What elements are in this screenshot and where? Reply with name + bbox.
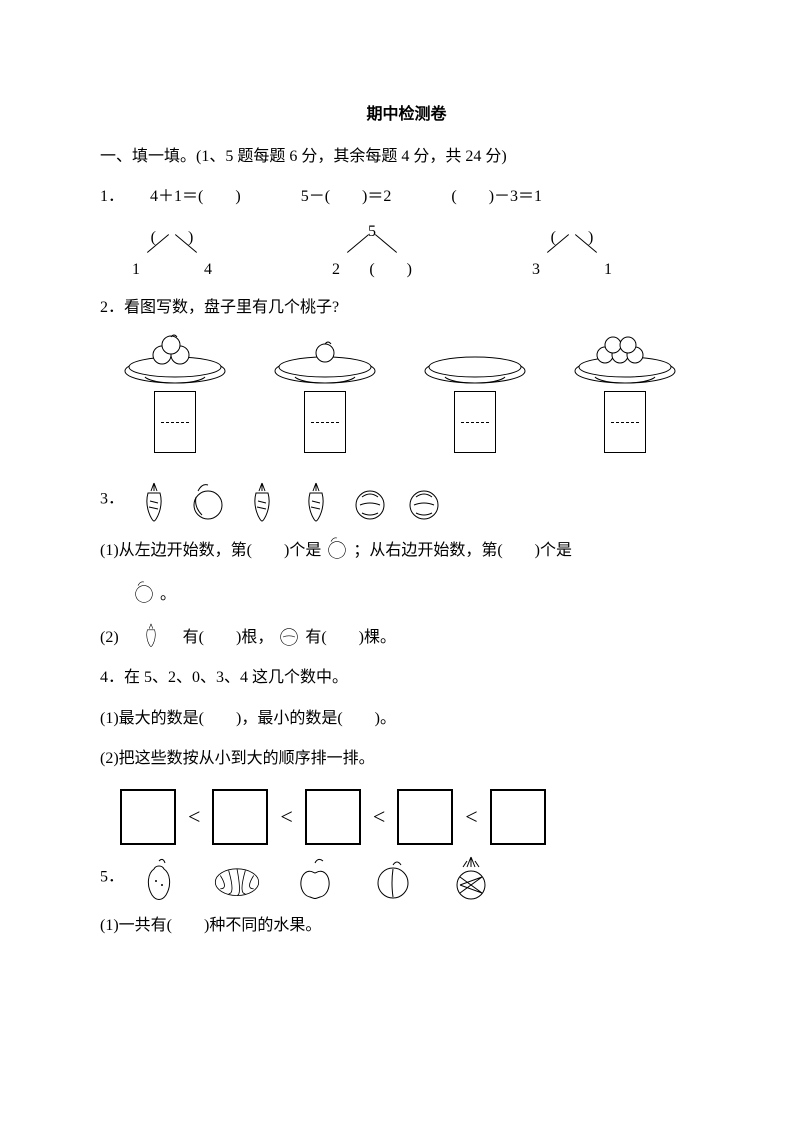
plate-3 [420,333,530,453]
q1-trees: ( ) 1 4 5 2 ( ) ( ) 3 1 [122,223,713,283]
q3-sub2-c: 有( )棵。 [305,629,396,646]
tree-2-right: ( ) [369,255,412,279]
q3-sub2: (2) 有( )根， 有( )棵。 [100,620,713,653]
tree-1: ( ) 1 4 [122,223,222,283]
q4-text: 4．在 5、2、0、3、4 这几个数中。 [100,663,713,693]
q3-sub1-a: (1)从左边开始数，第( )个是 [100,542,321,559]
order-boxes: < < < < [120,789,713,845]
count-box[interactable] [304,391,346,453]
q5-prefix: 5． [100,868,124,885]
watermelon-icon [212,855,262,901]
tree-3-right: 1 [604,261,612,279]
count-box[interactable] [154,391,196,453]
q1-e3: ( )－3＝1 [451,182,542,212]
q5-sub1: (1)一共有( )种不同的水果。 [100,911,713,941]
carrot-icon [242,477,282,523]
order-box[interactable] [212,789,268,845]
tree-3-top: ( ) [522,223,622,247]
q3: 3． [100,477,713,523]
tree-2: 5 2 ( ) [322,223,422,283]
q3-sub2-a: (2) [100,629,135,646]
less-than: < [369,804,389,830]
tree-3: ( ) 3 1 [522,223,622,283]
q4-sub2: (2)把这些数按从小到大的顺序排一排。 [100,744,713,774]
q5: 5． [100,855,713,901]
tree-3-left: 3 [532,261,540,279]
eggplant-icon [325,533,349,561]
q3-sub1-c: 。 [160,586,176,603]
tree-1-right: 4 [204,261,212,279]
pineapple-icon [446,855,496,901]
peach-icon [368,855,418,901]
apple-icon [290,855,340,901]
q2-plates [120,333,713,453]
plate-icon [120,333,230,388]
plate-icon [420,333,530,388]
q1-prefix: 1． [100,188,124,205]
q4-sub1: (1)最大的数是( )，最小的数是( )。 [100,704,713,734]
eggplant-icon [188,477,228,523]
q3-sub1-b: ；从右边开始数，第( )个是 [353,542,572,559]
plate-2 [270,333,380,453]
tree-1-left: 1 [132,261,140,279]
cabbage-icon [404,477,444,523]
q3-prefix: 3． [100,491,124,508]
section1-heading: 一、填一填。(1、5 题每题 6 分，其余每题 4 分，共 24 分) [100,142,713,172]
order-box[interactable] [305,789,361,845]
carrot-icon [296,477,336,523]
tree-2-top: 5 [322,223,422,241]
q1: 1． 4＋1＝( ) 5－( )＝2 ( )－3＝1 [100,182,713,212]
q1-e1: 4＋1＝( ) [150,182,241,212]
tree-2-left: 2 [332,261,340,279]
plate-4 [570,333,680,453]
cabbage-icon [277,620,301,648]
plate-icon [270,333,380,388]
count-box[interactable] [454,391,496,453]
plate-icon [570,333,680,388]
q1-e2: 5－( )＝2 [301,182,392,212]
q3-sub1-tail: 。 [132,577,713,610]
q3-sub1: (1)从左边开始数，第( )个是 ；从右边开始数，第( )个是 [100,533,713,566]
page-title: 期中检测卷 [100,100,713,124]
plate-1 [120,333,230,453]
carrot-icon [134,477,174,523]
less-than: < [461,804,481,830]
eggplant-icon [132,577,156,605]
cabbage-icon [350,477,390,523]
tree-1-top: ( ) [122,223,222,247]
q3-sub2-b: 有( )根， [167,629,274,646]
q2-text: 2．看图写数，盘子里有几个桃子? [100,293,713,323]
order-box[interactable] [120,789,176,845]
count-box[interactable] [604,391,646,453]
carrot-icon [139,620,163,648]
order-box[interactable] [397,789,453,845]
less-than: < [276,804,296,830]
order-box[interactable] [490,789,546,845]
less-than: < [184,804,204,830]
pear-icon [134,855,184,901]
